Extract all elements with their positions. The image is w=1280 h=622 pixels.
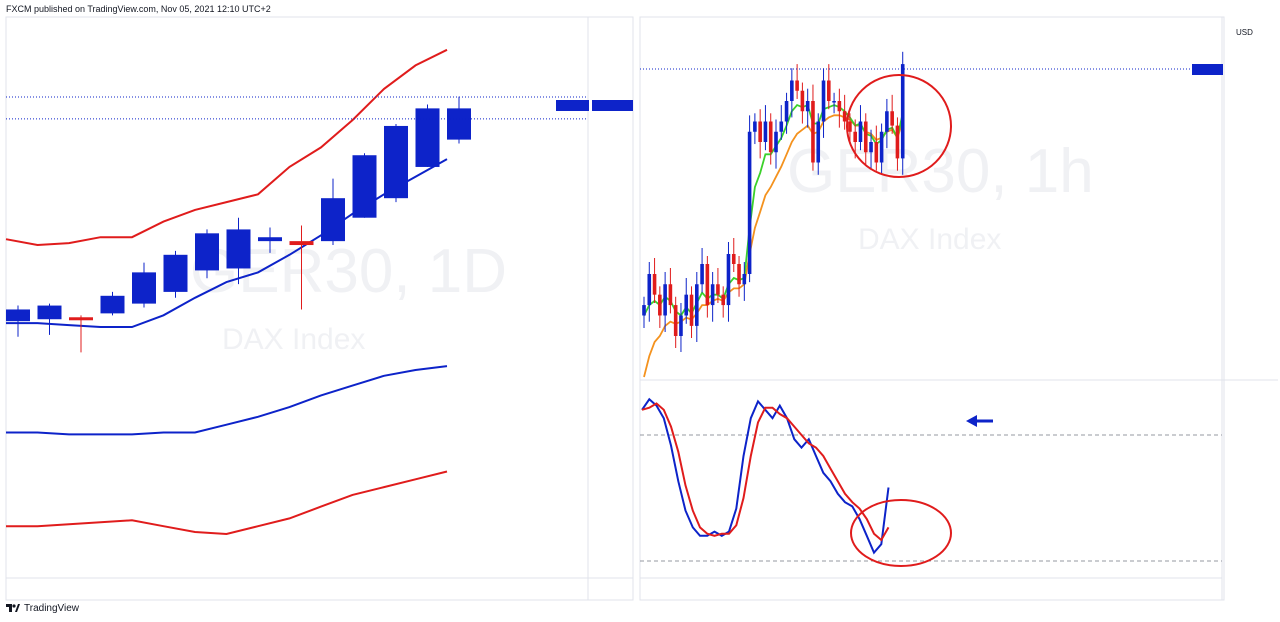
- candle-body: [673, 305, 678, 336]
- candle-body: [100, 295, 125, 314]
- candle-body: [811, 101, 815, 163]
- candle-body: [869, 142, 873, 153]
- band-line-2: [6, 365, 448, 436]
- candle-body: [885, 111, 889, 132]
- candle-body: [731, 254, 736, 264]
- candle-body: [832, 101, 836, 103]
- candle-body: [879, 131, 884, 163]
- oscillator-highlight-circle: [850, 499, 952, 567]
- oscillator-line-1: [641, 402, 890, 542]
- publisher-header: FXCM published on TradingView.com, Nov 0…: [6, 4, 271, 14]
- candle-body: [726, 254, 731, 306]
- candle-body: [37, 305, 62, 320]
- candle-body: [684, 294, 689, 316]
- candle-body: [700, 264, 704, 285]
- candle-body: [69, 317, 93, 321]
- band-line-3: [6, 470, 448, 536]
- candle-body: [668, 284, 673, 306]
- candle-body: [695, 284, 699, 326]
- candle-body: [900, 64, 905, 159]
- candle-body: [848, 121, 852, 132]
- left-price-markers: [6, 96, 633, 120]
- candle-body: [805, 101, 810, 112]
- candle-body: [853, 131, 857, 142]
- right-watermark-name: DAX Index: [858, 223, 1001, 256]
- candle-body: [784, 101, 789, 122]
- candle-body: [763, 121, 768, 142]
- right-unit-label: USD: [1236, 28, 1253, 37]
- right-panel-frame: [639, 16, 1225, 601]
- candle-body: [710, 284, 715, 306]
- candle-body: [863, 121, 868, 153]
- candle-body: [858, 121, 863, 142]
- candle-body: [447, 108, 471, 140]
- candle-body: [790, 80, 794, 101]
- candle-body: [774, 131, 778, 153]
- candle-body: [132, 272, 156, 304]
- symbol-tag-bg: [1192, 64, 1223, 75]
- candle-body: [895, 125, 900, 159]
- left-candles: [6, 96, 471, 353]
- candle-body: [758, 121, 762, 142]
- candle-body: [721, 294, 725, 306]
- candle-body: [742, 274, 747, 285]
- right-candles: [642, 51, 905, 352]
- candle-body: [716, 284, 720, 295]
- candle-body: [289, 241, 314, 246]
- candle-body: [795, 80, 799, 91]
- candle-body: [321, 198, 345, 242]
- candle-body: [415, 108, 440, 167]
- band-line-0: [5, 48, 448, 247]
- tradingview-logo-icon: [6, 604, 20, 612]
- candle-body: [642, 305, 646, 316]
- candle-body: [352, 155, 377, 218]
- candle-body: [747, 131, 752, 274]
- candle-body: [647, 274, 652, 306]
- right-price-markers: [640, 64, 1223, 75]
- right-watermark-symbol: GER30, 1h: [787, 137, 1094, 206]
- arrow-left-icon: [966, 415, 993, 427]
- countdown-tag-bg: [592, 100, 633, 111]
- candle-body: [658, 294, 662, 316]
- candle-body: [705, 264, 710, 306]
- candle-body: [779, 121, 784, 132]
- symbol-tag-bg: [556, 100, 589, 111]
- candle-body: [663, 284, 667, 316]
- candle-body: [195, 233, 219, 271]
- oscillator-lines: [641, 397, 890, 555]
- candle-body: [827, 80, 831, 101]
- candle-body: [689, 294, 694, 326]
- candle-body: [800, 90, 805, 112]
- candle-body: [258, 237, 282, 242]
- candle-body: [837, 101, 842, 112]
- candle-body: [163, 254, 188, 292]
- candle-body: [816, 121, 821, 163]
- candle-body: [768, 121, 773, 153]
- candle-body: [737, 264, 741, 285]
- candle-body: [890, 111, 894, 126]
- brand-footer: TradingView: [6, 602, 79, 614]
- brand-label: TradingView: [24, 602, 80, 614]
- left-panel-frame: [5, 16, 634, 601]
- candle-body: [874, 142, 879, 163]
- oscillator-levels: [640, 434, 1222, 562]
- left-watermark-name: DAX Index: [222, 323, 365, 356]
- candle-body: [753, 121, 757, 132]
- price-highlight-circle: [846, 74, 952, 178]
- candle-body: [821, 80, 826, 122]
- candle-body: [679, 315, 683, 336]
- candle-body: [226, 229, 251, 269]
- candle-body: [842, 111, 847, 122]
- candle-body: [384, 125, 408, 199]
- candle-body: [652, 274, 657, 295]
- candle-body: [6, 309, 30, 322]
